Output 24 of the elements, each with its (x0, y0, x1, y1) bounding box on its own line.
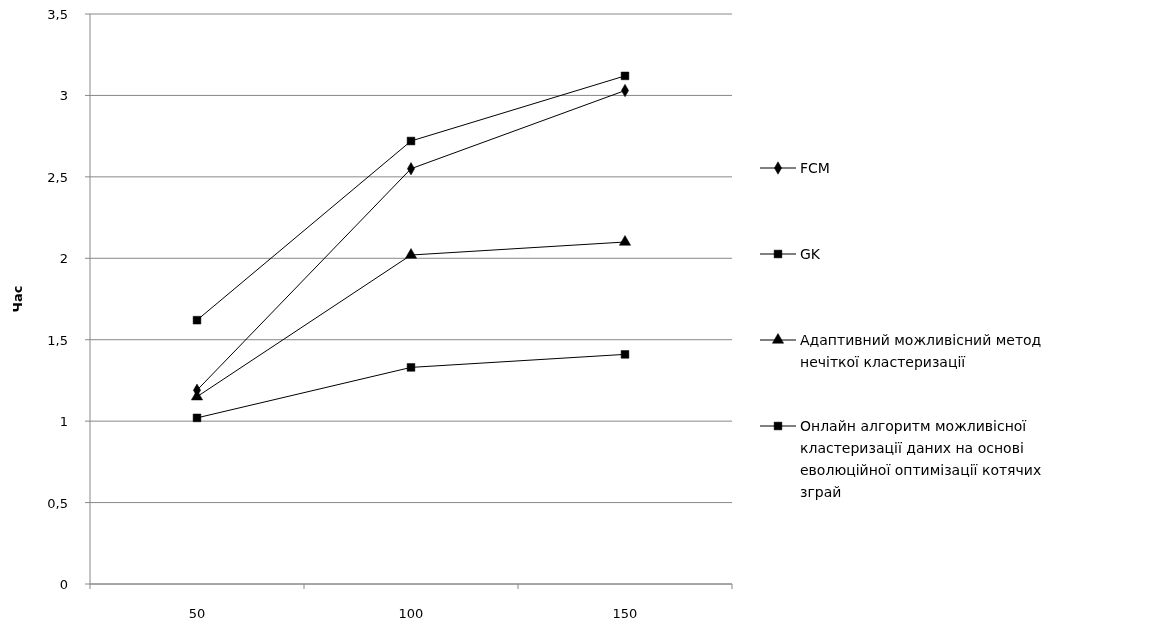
legend-label: GK (800, 246, 821, 262)
y-tick-label: 3,5 (47, 7, 68, 22)
x-tick-label: 150 (612, 606, 638, 621)
x-tick-label: 50 (188, 606, 206, 621)
y-tick-label: 3 (59, 88, 68, 104)
x-tick-label: 100 (398, 606, 424, 621)
y-tick-label: 2 (59, 251, 68, 267)
y-tick-label: 0 (59, 577, 68, 592)
point (619, 235, 631, 246)
legend-label: Адаптивний можливісний метод нечіткої кластеризації (800, 332, 1042, 370)
point (620, 350, 630, 359)
y-tick-label: 0,5 (47, 495, 68, 511)
point (620, 71, 630, 81)
point (192, 413, 202, 423)
point (406, 136, 416, 146)
legend-label: Онлайн алгоритм можливісної кластеризації даних на основі еволюційної оптимізації котячих зграй (800, 418, 1042, 500)
y-tick-label: 1,5 (47, 332, 68, 348)
y-tick-label: 1 (59, 414, 68, 430)
y-tick-label: 2,5 (47, 169, 68, 185)
point (406, 363, 416, 372)
point (405, 248, 417, 259)
y-axis-title: Час (10, 285, 25, 313)
point (192, 316, 202, 325)
legend-label: FCM (800, 160, 830, 176)
